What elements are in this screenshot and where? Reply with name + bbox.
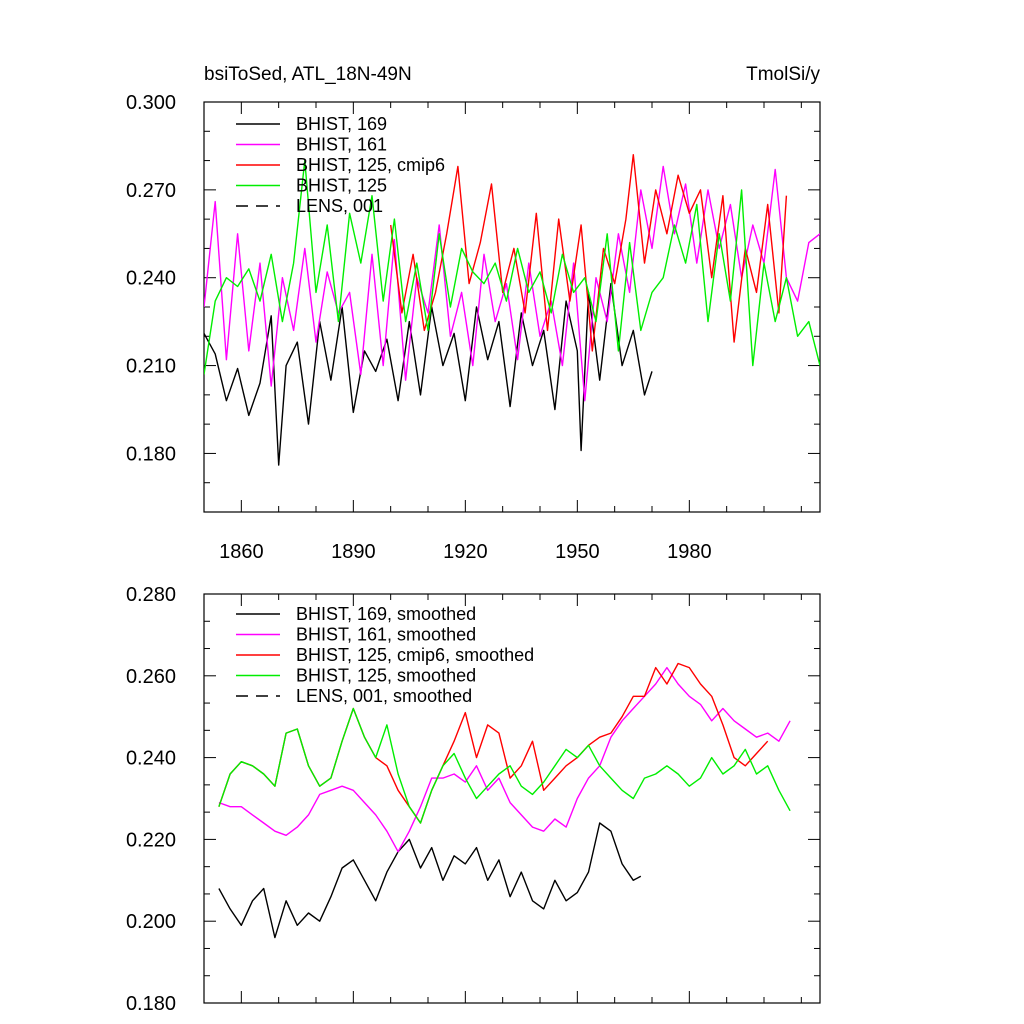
series-line-2 bbox=[218, 666, 791, 853]
x-tick-label: 1920 bbox=[443, 541, 488, 563]
y-tick-label: 0.260 bbox=[126, 666, 176, 688]
y-tick-label: 0.300 bbox=[126, 92, 176, 114]
legend-label: BHIST, 125, cmip6 bbox=[296, 155, 445, 175]
y-tick-label: 0.180 bbox=[126, 993, 176, 1015]
legend-label: LENS, 001 bbox=[296, 196, 383, 216]
y-tick-label: 0.210 bbox=[126, 356, 176, 378]
x-tick-label: 1860 bbox=[219, 541, 264, 563]
chart-panel-2: 0.180 0.200 0.220 0.240 0.260 0.280 BHIST, 169… bbox=[126, 584, 821, 1015]
y-tick-label: 0.220 bbox=[126, 829, 176, 851]
series-line-4 bbox=[204, 159, 820, 375]
y-tick-label: 0.280 bbox=[126, 584, 176, 606]
series-line-4 bbox=[218, 707, 791, 824]
x-tick-label: 1950 bbox=[555, 541, 600, 563]
legend-label: BHIST, 169, smoothed bbox=[296, 604, 476, 624]
y-tick-label: 0.200 bbox=[126, 911, 176, 933]
plot-frame bbox=[203, 593, 821, 1004]
chart-units: TmolSi/y bbox=[746, 64, 820, 85]
series-line-1 bbox=[218, 822, 642, 939]
legend-label: BHIST, 161, smoothed bbox=[296, 625, 476, 645]
y-tick-label: 0.180 bbox=[126, 443, 176, 465]
legend-label: BHIST, 169 bbox=[296, 114, 387, 134]
x-tick-label: 1890 bbox=[331, 541, 376, 563]
x-tick-label: 1980 bbox=[667, 541, 712, 563]
legend-label: LENS, 001, smoothed bbox=[296, 686, 472, 706]
series-line-3 bbox=[390, 153, 788, 352]
chart-panel-1: 0.180 0.210 0.240 0.270 0.300 1860 1890 1920 195… bbox=[126, 64, 821, 563]
y-tick-label: 0.240 bbox=[126, 268, 176, 290]
legend-label: BHIST, 125, smoothed bbox=[296, 666, 476, 686]
legend-label: BHIST, 125 bbox=[296, 176, 387, 196]
y-tick-label: 0.270 bbox=[126, 180, 176, 202]
legend-label: BHIST, 161 bbox=[296, 135, 387, 155]
legend-label: BHIST, 125, cmip6, smoothed bbox=[296, 645, 534, 665]
y-tick-label: 0.240 bbox=[126, 748, 176, 770]
chart-title: bsiToSed, ATL_18N-49N bbox=[204, 64, 412, 85]
